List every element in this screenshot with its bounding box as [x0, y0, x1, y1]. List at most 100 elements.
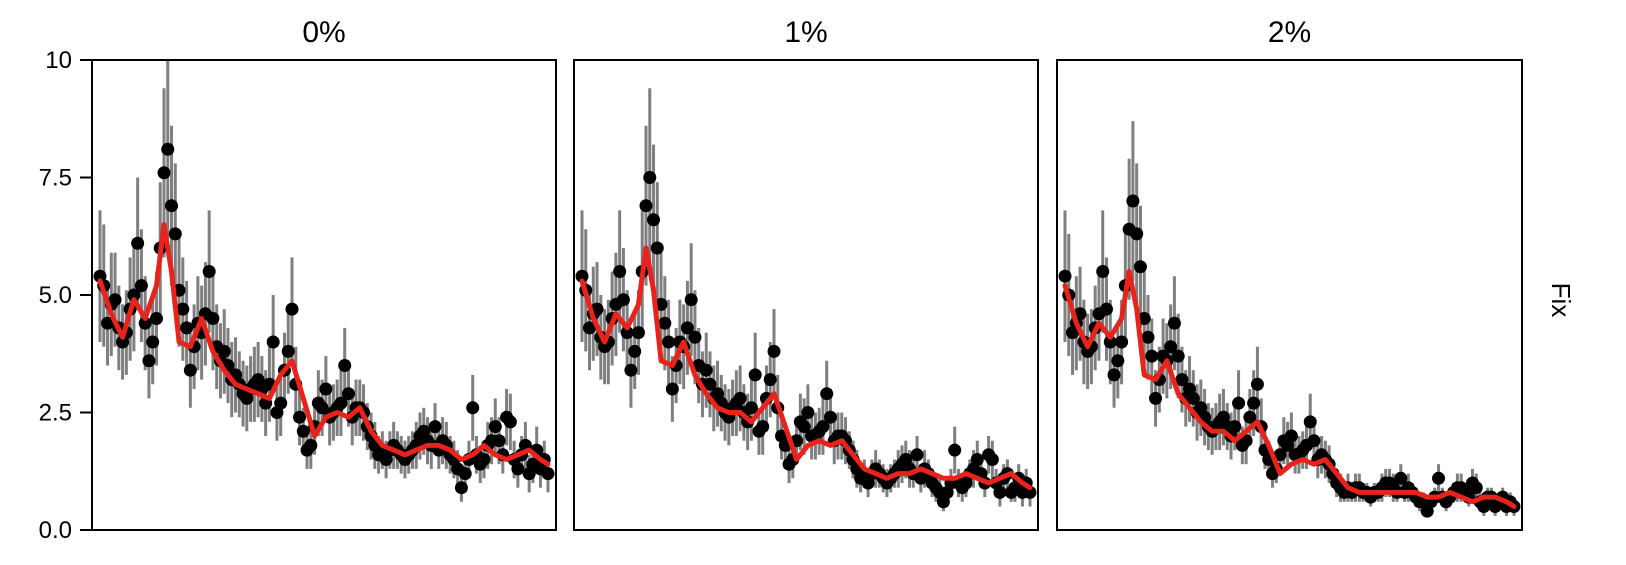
data-point: [662, 335, 676, 349]
data-point: [767, 344, 781, 358]
data-point: [274, 396, 288, 410]
data-point: [733, 391, 747, 405]
data-point: [680, 321, 694, 335]
y-tick-label: 0.0: [39, 517, 72, 544]
data-point: [647, 213, 661, 227]
data-point: [993, 485, 1007, 499]
data-point: [477, 453, 491, 466]
data-point: [142, 354, 156, 368]
data-point: [1107, 368, 1121, 382]
data-point: [1133, 260, 1147, 274]
data-point: [628, 344, 642, 358]
data-point: [1228, 420, 1242, 434]
smooth-line: [579, 245, 1033, 491]
data-point: [503, 415, 517, 429]
data-point: [703, 377, 717, 391]
panel-frame: [91, 59, 557, 531]
data-point: [1247, 396, 1261, 410]
data-point: [1100, 302, 1114, 316]
data-point: [1250, 377, 1264, 391]
data-point: [744, 401, 758, 415]
data-point: [985, 453, 999, 466]
data-point: [176, 302, 190, 316]
data-point: [428, 420, 442, 434]
data-point: [1137, 312, 1151, 325]
data-point: [488, 420, 502, 434]
y-tick-label: 7.5: [39, 165, 72, 192]
data-point: [127, 288, 141, 302]
data-point: [763, 373, 777, 387]
panel-3: 2%: [1056, 16, 1523, 531]
data-point: [1126, 194, 1140, 208]
data-point: [511, 462, 525, 476]
data-point: [266, 335, 280, 349]
data-point: [1058, 269, 1072, 283]
data-point: [458, 467, 472, 481]
facet-strip-label: Fix: [1546, 283, 1576, 318]
y-tick-label: 10: [45, 47, 72, 74]
data-point: [1171, 349, 1185, 363]
data-point: [217, 344, 231, 358]
data-point: [910, 448, 924, 462]
data-point: [146, 335, 160, 349]
panel-frame: [1056, 59, 1523, 531]
data-point: [1023, 485, 1037, 499]
data-point: [684, 293, 698, 307]
data-point: [157, 166, 171, 180]
data-point: [492, 434, 506, 448]
data-point: [108, 293, 122, 307]
data-point: [281, 344, 295, 358]
data-point: [639, 199, 653, 213]
data-point: [816, 420, 830, 434]
data-point: [699, 363, 713, 377]
y-tick-label: 5.0: [39, 282, 72, 309]
data-point: [293, 410, 307, 424]
data-point: [1232, 396, 1246, 410]
data-point: [304, 438, 318, 452]
data-point: [583, 321, 597, 335]
y-tick-label: 2.5: [39, 400, 72, 427]
data-point: [1303, 415, 1317, 429]
data-point: [1145, 349, 1159, 363]
data-point: [1149, 391, 1163, 405]
data-point: [183, 363, 197, 377]
data-point: [970, 453, 984, 466]
data-point: [658, 316, 672, 330]
data-point: [1164, 340, 1178, 354]
data-point: [1186, 391, 1200, 405]
data-point: [1307, 434, 1321, 448]
data-point: [756, 420, 770, 434]
data-point: [1115, 335, 1129, 349]
data-point: [1096, 265, 1110, 278]
data-point: [131, 236, 145, 250]
data-point: [575, 269, 589, 283]
panel-title: 0%: [302, 16, 345, 49]
data-point: [1175, 373, 1189, 387]
data-point: [823, 410, 837, 424]
data-point: [1103, 335, 1117, 349]
data-point: [315, 401, 329, 415]
panel-title: 1%: [784, 16, 827, 49]
data-point: [319, 382, 333, 396]
data-point: [948, 443, 962, 457]
data-point: [820, 387, 834, 401]
data-point: [1141, 330, 1155, 344]
data-point: [161, 142, 175, 156]
data-point: [202, 265, 216, 278]
data-point: [1243, 410, 1257, 424]
smooth-line: [1062, 269, 1517, 509]
data-point: [1167, 316, 1181, 330]
data-point: [168, 227, 182, 241]
data-point: [1111, 354, 1125, 368]
panel-plot-area: [1058, 121, 1521, 518]
data-point: [338, 359, 352, 372]
data-point: [454, 481, 468, 495]
data-point: [296, 424, 310, 438]
data-point: [206, 312, 220, 325]
data-point: [1239, 434, 1253, 448]
data-point: [620, 326, 634, 340]
data-point: [134, 279, 148, 293]
data-point: [149, 312, 163, 325]
